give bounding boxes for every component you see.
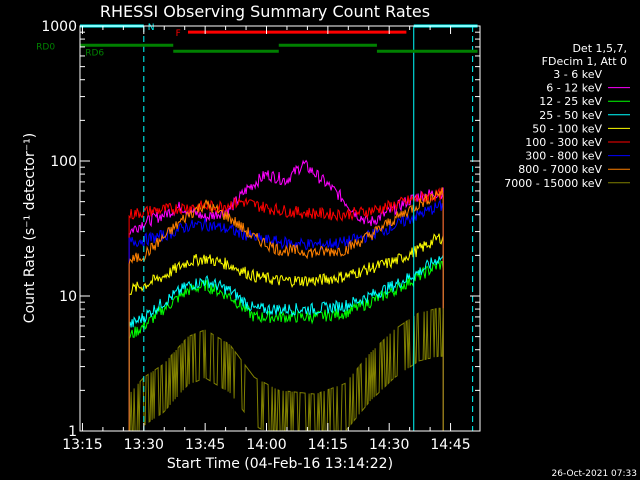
y-tick-label-1: 10 (59, 289, 77, 305)
series-7 (128, 187, 444, 432)
x-tick-label-1: 13:30 (124, 437, 164, 453)
x-axis-label: Start Time (04-Feb-16 13:14:22) (167, 456, 393, 472)
series-3 (128, 254, 444, 432)
x-tick-label-5: 14:30 (369, 437, 409, 453)
legend-label-1: 6 - 12 keV (546, 82, 602, 95)
legend-label-7: 800 - 7000 keV (518, 163, 602, 176)
legend-label-4: 50 - 100 keV (532, 122, 602, 135)
flag-label-3: RD6 (85, 48, 104, 58)
legend-label-0: 3 - 6 keV (553, 68, 602, 81)
plot-frame (79, 25, 481, 432)
flag-label-1: F (176, 29, 181, 39)
series-0 (128, 168, 444, 432)
x-tick-label-0: 13:15 (62, 437, 102, 453)
series-layer (128, 159, 444, 432)
series-8 (129, 307, 444, 432)
series-1 (128, 159, 444, 432)
legend-label-8: 7000 - 15000 keV (504, 177, 602, 190)
x-tick-label-6: 14:45 (430, 437, 470, 453)
y-tick-label-3: 1000 (41, 19, 77, 35)
flag-label-2: RD0 (36, 42, 55, 52)
y-tick-label-0: 1 (68, 424, 77, 440)
x-tick-label-4: 14:15 (308, 437, 348, 453)
x-tick-label-3: 14:00 (246, 437, 286, 453)
legend-header-1: FDecim 1, Att 0 (542, 55, 627, 68)
chart-title: RHESSI Observing Summary Count Rates (100, 2, 430, 21)
legend-label-5: 100 - 300 keV (525, 136, 602, 149)
series-6 (128, 199, 444, 432)
x-tick-label-2: 13:45 (185, 437, 225, 453)
legend-header-0: Det 1,5,7, (572, 42, 627, 55)
flag-layer: N F RD0 RD6 (36, 23, 478, 58)
footer-date: 26-Oct-2021 07:33 (552, 469, 637, 479)
y-tick-label-2: 100 (50, 154, 77, 170)
y-axis-label: Count Rate (s⁻¹ detector⁻¹) (22, 133, 38, 323)
axes: 13:15 13:30 13:45 14:00 14:15 14:30 14:45 1 10 10… (41, 19, 480, 453)
legend-label-3: 25 - 50 keV (539, 109, 602, 122)
flag-label-0: N (148, 23, 155, 33)
legend-label-2: 12 - 25 keV (539, 95, 602, 108)
series-5 (128, 187, 444, 432)
series-4 (128, 233, 444, 432)
legend-label-6: 300 - 800 keV (525, 150, 602, 163)
